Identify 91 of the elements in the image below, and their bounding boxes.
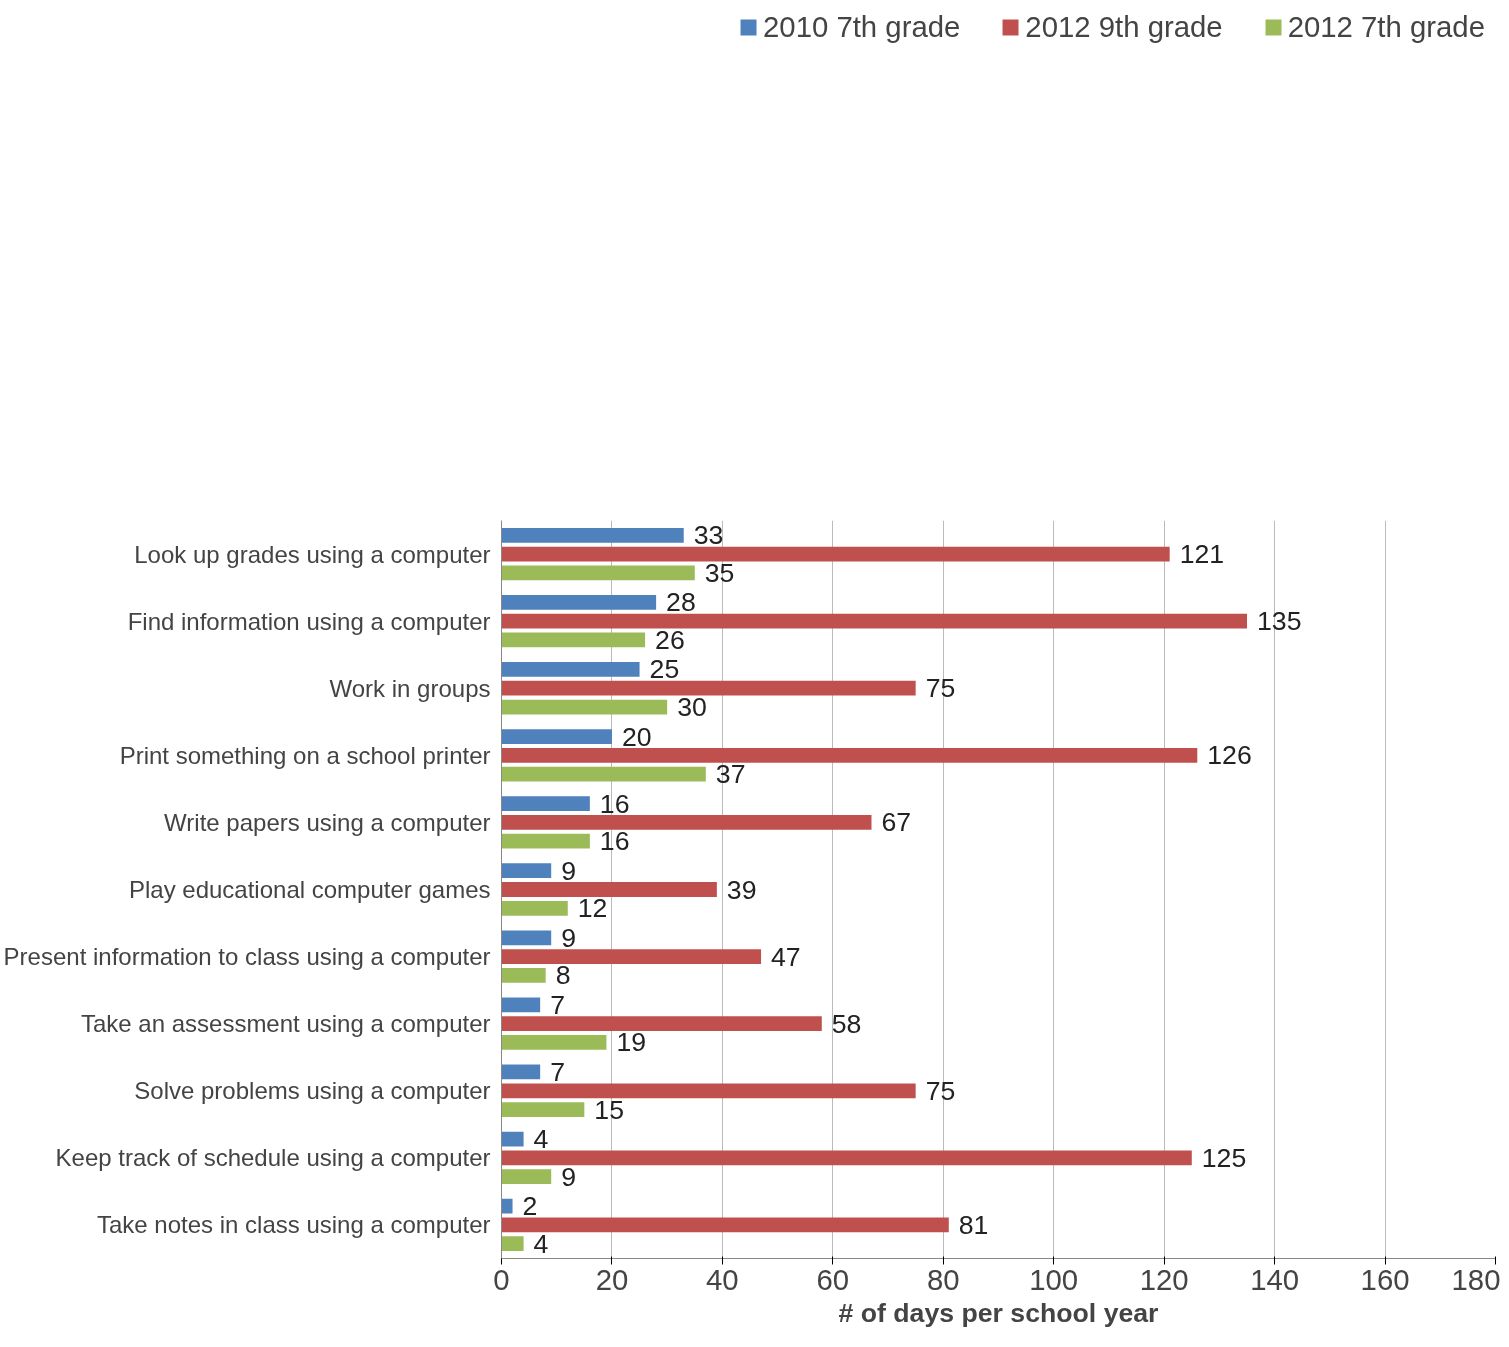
- data-label: 75: [925, 673, 956, 704]
- data-label: 12: [577, 893, 608, 924]
- bar: [501, 747, 1198, 763]
- bar: [501, 930, 552, 946]
- bar: [501, 594, 657, 610]
- bar: [501, 949, 762, 964]
- y-tick-label: Take an assessment using a computer: [80, 1010, 491, 1038]
- data-label: 126: [1207, 740, 1252, 771]
- x-axis-title: # of days per school year: [838, 1297, 1159, 1328]
- data-label: 58: [831, 1008, 862, 1039]
- y-tick-label: Work in groups: [329, 674, 491, 702]
- bar: [501, 680, 916, 696]
- y-tick-label: Print something on a school printer: [119, 741, 491, 769]
- bar: [501, 882, 717, 897]
- data-label: 47: [771, 941, 801, 972]
- y-tick-label: Present information to class using a computer: [3, 943, 491, 971]
- x-tick-label: 140: [1250, 1262, 1300, 1296]
- bar: [501, 1217, 949, 1233]
- bar: [501, 863, 552, 879]
- data-label: 121: [1179, 539, 1225, 570]
- bar: [501, 968, 546, 983]
- x-tick-label: 20: [595, 1262, 629, 1296]
- data-label: 7: [550, 989, 565, 1020]
- bar: [501, 1035, 607, 1050]
- y-tick-label: Solve problems using a computer: [134, 1077, 491, 1105]
- data-label: 8: [555, 960, 571, 991]
- bar: [501, 1150, 1192, 1166]
- data-label: 16: [599, 826, 630, 857]
- data-label: 81: [958, 1209, 989, 1240]
- data-label: 16: [599, 788, 630, 819]
- bar: [501, 1064, 541, 1080]
- data-label: 9: [561, 1161, 577, 1192]
- data-label: 30: [677, 692, 707, 723]
- bar: [501, 1169, 552, 1185]
- bar: [501, 1102, 585, 1117]
- legend-label: 2010 7th grade: [763, 10, 961, 44]
- data-label: 33: [693, 520, 724, 551]
- data-label: 19: [616, 1027, 647, 1058]
- bar: [501, 766, 706, 782]
- data-label: 135: [1257, 606, 1302, 637]
- data-label: 67: [881, 807, 912, 838]
- bar: [501, 546, 1170, 562]
- bar: [501, 662, 640, 677]
- data-label: 20: [621, 721, 652, 752]
- data-label: 37: [715, 759, 746, 790]
- y-tick-label: Take notes in class using a computer: [96, 1211, 491, 1239]
- bar: [501, 699, 668, 715]
- bar: [501, 1016, 822, 1032]
- bar: [501, 1083, 916, 1099]
- legend-label: 2012 7th grade: [1287, 10, 1485, 44]
- bar: [501, 796, 590, 811]
- y-tick-label: Find information using a computer: [127, 607, 491, 635]
- bar: [501, 1236, 524, 1252]
- bar: [501, 900, 568, 916]
- bar: [501, 1131, 524, 1147]
- data-label: 2: [522, 1191, 538, 1222]
- data-label: 75: [925, 1075, 956, 1106]
- x-tick-label: 40: [706, 1262, 739, 1296]
- x-tick-label: 160: [1360, 1262, 1410, 1296]
- data-label: 7: [550, 1056, 565, 1087]
- bar: [501, 729, 612, 744]
- data-label: 9: [561, 855, 577, 886]
- data-label: 28: [666, 587, 696, 618]
- data-label: 9: [561, 922, 577, 953]
- bar: [501, 1198, 513, 1214]
- legend-label: 2012 9th grade: [1025, 10, 1223, 44]
- data-label: 35: [704, 557, 735, 588]
- x-tick-label: 100: [1029, 1262, 1079, 1296]
- y-tick-label: Keep track of schedule using a computer: [55, 1144, 491, 1172]
- data-label: 125: [1201, 1142, 1247, 1173]
- x-tick-label: 60: [816, 1262, 850, 1296]
- y-tick-label: Look up grades using a computer: [134, 540, 491, 568]
- y-tick-label: Write papers using a computer: [164, 808, 491, 836]
- data-label: 4: [533, 1124, 549, 1155]
- bar: [501, 527, 684, 543]
- bar: [501, 833, 590, 849]
- data-label: 4: [533, 1228, 549, 1259]
- x-tick-label: 80: [926, 1262, 960, 1296]
- bar: [501, 565, 695, 581]
- bar: [501, 632, 646, 648]
- x-tick-label: 180: [1451, 1262, 1501, 1296]
- bar: [501, 997, 541, 1013]
- y-tick-label: Play educational computer games: [128, 876, 491, 903]
- data-label: 25: [649, 654, 680, 685]
- x-tick-label: 120: [1139, 1262, 1189, 1296]
- data-label: 39: [726, 874, 757, 905]
- x-tick-label: 0: [493, 1262, 510, 1296]
- data-label: 15: [594, 1094, 624, 1125]
- bar: [501, 815, 872, 830]
- data-label: 26: [655, 624, 685, 655]
- bar: [501, 613, 1247, 629]
